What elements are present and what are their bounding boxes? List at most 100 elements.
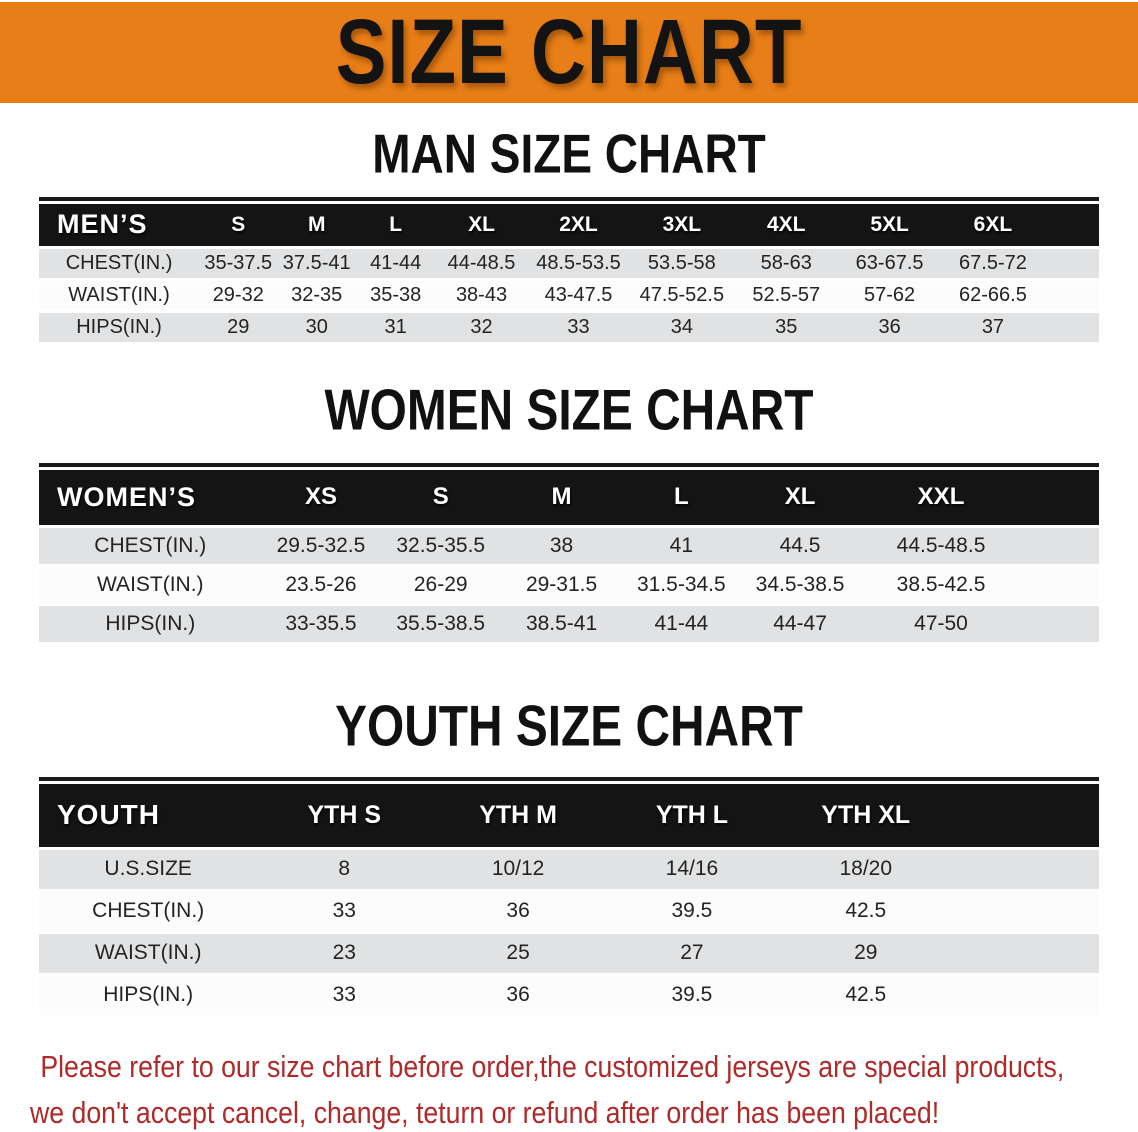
table-row: WAIST(IN.) 23 25 27 29 <box>39 932 1099 976</box>
table-cell: 44-47 <box>740 604 860 645</box>
table-cell: 26-29 <box>380 565 502 606</box>
table-cell: 37.5-41 <box>277 247 356 281</box>
table-cell: 34 <box>629 311 735 345</box>
table-cell: 18/20 <box>778 848 953 892</box>
table-cell: 29-31.5 <box>501 565 622 606</box>
table-cell: 35-38 <box>355 279 436 313</box>
table-cell: 25 <box>431 932 606 976</box>
filler-cell <box>952 848 1099 892</box>
table-cell: 36 <box>431 890 606 934</box>
men-table-wrap: MEN’S S M L XL 2XL 3XL 4XL 5XL 6XL CHEST(IN.) 35-37… <box>39 197 1099 345</box>
table-cell: 32-35 <box>277 279 356 313</box>
women-section-heading: WOMEN SIZE CHART <box>324 378 814 443</box>
filler-cell <box>952 932 1099 976</box>
table-cell: 47-50 <box>859 604 1023 645</box>
column-header: YTH XL <box>778 784 953 850</box>
table-cell: 57-62 <box>838 279 941 313</box>
table-cell: 44.5 <box>740 526 860 567</box>
table-cell: 14/16 <box>605 848 779 892</box>
page-title: SIZE CHART <box>335 0 803 103</box>
men-section-heading: MAN SIZE CHART <box>372 123 766 185</box>
table-cell: 41-44 <box>355 247 436 281</box>
footer-line-2: we don't accept cancel, change, teturn o… <box>30 1094 940 1130</box>
footer-line-1: Please refer to our size chart before or… <box>40 1048 1065 1084</box>
table-row: HIPS(IN.) 33-35.5 35.5-38.5 38.5-41 41-44 44-… <box>39 604 1099 645</box>
column-header: 5XL <box>838 204 941 249</box>
women-section: WOMEN SIZE CHART WOMEN’S XS S M L XL XXL CHEST(… <box>0 378 1138 645</box>
women-table-title: WOMEN’S <box>39 469 262 528</box>
men-section: MAN SIZE CHART MEN’S S M L XL 2XL 3XL 4XL 5XL 6XL… <box>0 123 1138 345</box>
table-cell: 34.5-38.5 <box>740 565 860 606</box>
column-header: XS <box>261 469 381 528</box>
table-cell: 42.5 <box>778 890 953 934</box>
women-table-wrap: WOMEN’S XS S M L XL XXL CHEST(IN.) 29.5-32.5 32.5… <box>39 462 1099 645</box>
row-label: HIPS(IN.) <box>39 311 200 345</box>
table-cell: 38.5-42.5 <box>859 565 1023 606</box>
table-row: WAIST(IN.) 23.5-26 26-29 29-31.5 31.5-34.5 34… <box>39 565 1099 606</box>
table-cell: 47.5-52.5 <box>629 279 735 313</box>
column-header: XXL <box>859 469 1023 528</box>
table-cell: 23 <box>257 932 432 976</box>
row-label: WAIST(IN.) <box>39 279 200 313</box>
column-header: YTH L <box>605 784 779 850</box>
row-label: HIPS(IN.) <box>39 974 258 1018</box>
youth-table-wrap: YOUTH YTH S YTH M YTH L YTH XL U.S.SIZE 8 10/12… <box>39 777 1099 1018</box>
table-cell: 8 <box>257 848 432 892</box>
filler-header-cell <box>1022 469 1099 528</box>
women-size-table: WOMEN’S XS S M L XL XXL CHEST(IN.) 29.5-32.5 32.5… <box>39 469 1099 645</box>
column-header: 6XL <box>941 204 1045 249</box>
table-cell: 41 <box>621 526 741 567</box>
filler-cell <box>1022 526 1099 567</box>
row-label: U.S.SIZE <box>39 848 258 892</box>
youth-size-table: YOUTH YTH S YTH M YTH L YTH XL U.S.SIZE 8 10/12… <box>39 784 1099 1018</box>
row-label: WAIST(IN.) <box>39 565 262 606</box>
filler-cell <box>1044 247 1099 281</box>
row-label: CHEST(IN.) <box>39 526 262 567</box>
youth-section-heading: YOUTH SIZE CHART <box>335 695 803 759</box>
table-cell: 31 <box>355 311 436 345</box>
table-cell: 48.5-53.5 <box>527 247 630 281</box>
table-row: CHEST(IN.) 29.5-32.5 32.5-35.5 38 41 44.5 44.5… <box>39 526 1099 567</box>
table-cell: 38-43 <box>435 279 528 313</box>
table-cell: 37 <box>941 311 1045 345</box>
table-cell: 29-32 <box>199 279 278 313</box>
row-label: HIPS(IN.) <box>39 604 262 645</box>
table-cell: 58-63 <box>734 247 839 281</box>
table-cell: 29 <box>199 311 278 345</box>
table-cell: 33 <box>257 974 432 1018</box>
table-cell: 35.5-38.5 <box>380 604 502 645</box>
table-cell: 38 <box>501 526 622 567</box>
row-label: WAIST(IN.) <box>39 932 258 976</box>
table-cell: 44.5-48.5 <box>859 526 1023 567</box>
column-header: M <box>277 204 356 249</box>
filler-header-cell <box>1044 204 1099 249</box>
men-header-row: MEN’S S M L XL 2XL 3XL 4XL 5XL 6XL <box>39 204 1099 249</box>
table-cell: 36 <box>838 311 941 345</box>
table-cell: 42.5 <box>778 974 953 1018</box>
table-cell: 44-48.5 <box>435 247 528 281</box>
table-cell: 53.5-58 <box>629 247 735 281</box>
table-cell: 39.5 <box>605 974 779 1018</box>
table-cell: 29 <box>778 932 953 976</box>
column-header: YTH S <box>257 784 432 850</box>
table-row: U.S.SIZE 8 10/12 14/16 18/20 <box>39 848 1099 892</box>
table-cell: 31.5-34.5 <box>621 565 741 606</box>
filler-cell <box>1022 565 1099 606</box>
table-cell: 23.5-26 <box>261 565 381 606</box>
table-cell: 67.5-72 <box>941 247 1045 281</box>
filler-cell <box>1022 604 1099 645</box>
table-cell: 35-37.5 <box>199 247 278 281</box>
column-header: 4XL <box>734 204 839 249</box>
filler-header-cell <box>952 784 1099 850</box>
column-header: 2XL <box>527 204 630 249</box>
table-row: CHEST(IN.) 35-37.5 37.5-41 41-44 44-48.5 48.5… <box>39 247 1099 281</box>
table-cell: 33 <box>527 311 630 345</box>
table-cell: 10/12 <box>431 848 606 892</box>
row-label: CHEST(IN.) <box>39 247 200 281</box>
table-cell: 38.5-41 <box>501 604 622 645</box>
table-cell: 27 <box>605 932 779 976</box>
table-cell: 43-47.5 <box>527 279 630 313</box>
banner: SIZE CHART <box>0 0 1138 103</box>
filler-cell <box>1044 311 1099 345</box>
